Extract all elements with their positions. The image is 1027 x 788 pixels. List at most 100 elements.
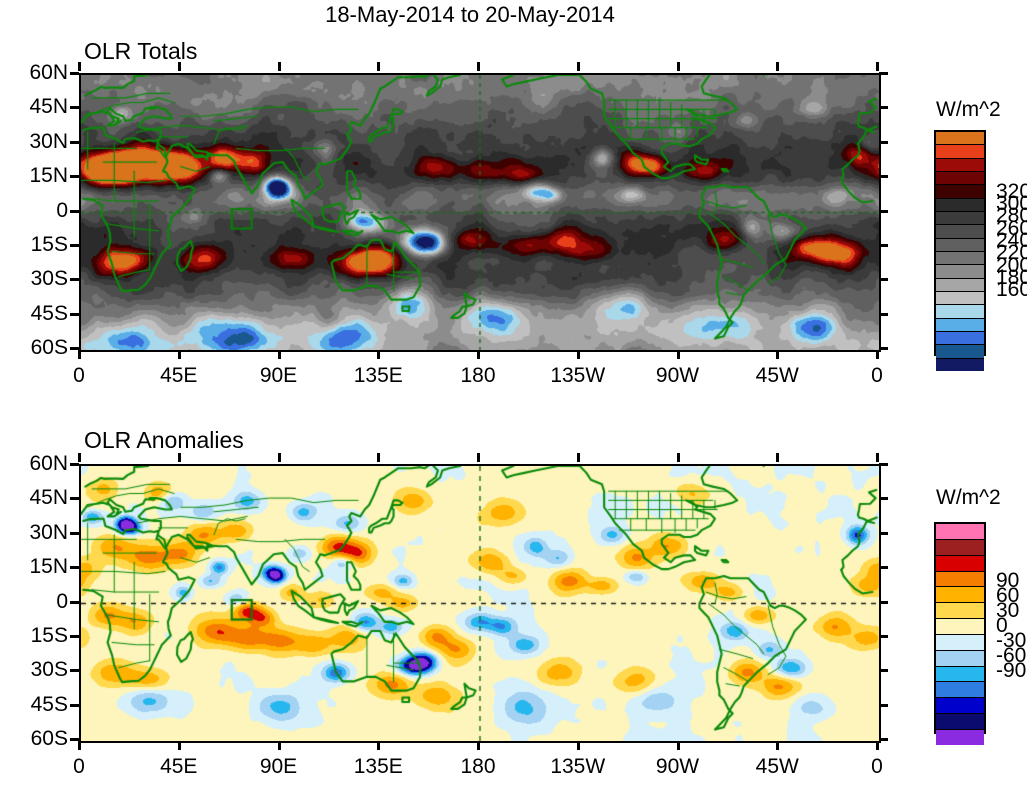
xtick-mark-olr-anomalies-5 bbox=[576, 741, 580, 750]
ytick-label-olr-anomalies-7: 45S bbox=[30, 692, 68, 716]
ytick-mark-olr-totals-3 bbox=[70, 175, 79, 179]
xtick-mark-top-olr-anomalies-2 bbox=[277, 453, 281, 462]
ytick-mark-right-olr-anomalies-1 bbox=[879, 497, 888, 501]
xtick-label-olr-anomalies-3: 135E bbox=[353, 755, 403, 778]
xtick-label-olr-anomalies-7: 45W bbox=[755, 755, 799, 778]
ytick-label-olr-anomalies-6: 30S bbox=[30, 658, 68, 682]
ytick-mark-right-olr-totals-0 bbox=[879, 72, 888, 75]
ytick-mark-right-olr-totals-6 bbox=[879, 278, 888, 282]
colorbar-band-olr-anomalies-8 bbox=[936, 649, 984, 666]
xtick-mark-olr-anomalies-7 bbox=[776, 741, 780, 750]
colorbar-unit-olr-totals: W/m^2 bbox=[936, 98, 1001, 121]
ytick-mark-right-olr-anomalies-2 bbox=[879, 531, 888, 535]
colorbar-label-olr-totals-7: 180 bbox=[996, 266, 1027, 289]
ytick-mark-right-olr-totals-1 bbox=[879, 106, 888, 110]
xtick-mark-olr-totals-6 bbox=[676, 350, 680, 359]
map-canvas-olr-anomalies bbox=[81, 466, 879, 741]
xtick-mark-olr-totals-8 bbox=[876, 350, 879, 359]
colorbar-label-olr-anomalies-5: -60 bbox=[996, 643, 1027, 667]
xtick-mark-top-olr-totals-7 bbox=[776, 62, 780, 71]
xtick-label-olr-totals-8: 0 bbox=[871, 364, 883, 387]
ytick-label-olr-totals-6: 30S bbox=[30, 267, 68, 291]
xtick-label-olr-anomalies-4: 180 bbox=[460, 755, 496, 778]
ytick-mark-right-olr-anomalies-5 bbox=[879, 634, 888, 638]
xtick-mark-top-olr-totals-1 bbox=[177, 62, 181, 71]
ytick-mark-right-olr-totals-7 bbox=[879, 312, 888, 316]
xtick-label-olr-anomalies-0: 0 bbox=[73, 755, 85, 778]
ytick-label-olr-anomalies-5: 15S bbox=[30, 623, 68, 647]
xtick-label-olr-totals-5: 135W bbox=[550, 364, 606, 387]
xtick-mark-top-olr-totals-0 bbox=[78, 62, 81, 71]
ytick-label-olr-anomalies-8: 60S bbox=[30, 727, 68, 750]
colorbar-band-olr-anomalies-10 bbox=[936, 681, 984, 698]
colorbar-band-olr-totals-17 bbox=[936, 357, 984, 371]
ytick-mark-right-olr-anomalies-0 bbox=[879, 463, 888, 466]
ytick-label-olr-anomalies-4: 0 bbox=[56, 589, 68, 613]
colorbar-label-olr-totals-2: 280 bbox=[996, 204, 1027, 228]
map-olr-anomalies[interactable] bbox=[79, 464, 881, 743]
colorbar-label-olr-totals-6: 200 bbox=[996, 253, 1027, 277]
colorbar-band-olr-totals-15 bbox=[936, 330, 984, 345]
panel-title-olr-totals: OLR Totals bbox=[84, 38, 198, 64]
ytick-label-olr-totals-7: 45S bbox=[30, 301, 68, 325]
colorbar-band-olr-totals-11 bbox=[936, 277, 984, 291]
xtick-mark-top-olr-anomalies-0 bbox=[78, 453, 81, 462]
xtick-mark-top-olr-anomalies-5 bbox=[576, 453, 580, 462]
colorbar-band-olr-totals-12 bbox=[936, 290, 984, 305]
ytick-label-olr-totals-1: 45N bbox=[29, 95, 68, 119]
colorbar-label-olr-anomalies-1: 60 bbox=[996, 584, 1020, 608]
colorbar-band-olr-totals-16 bbox=[936, 344, 984, 358]
colorbar-label-olr-totals-0: 320 bbox=[996, 179, 1027, 203]
ytick-mark-right-olr-totals-4 bbox=[879, 209, 888, 213]
ytick-mark-olr-anomalies-8 bbox=[70, 738, 79, 741]
xtick-mark-olr-anomalies-6 bbox=[676, 741, 680, 750]
xtick-label-olr-anomalies-6: 90W bbox=[655, 755, 700, 778]
ytick-mark-right-olr-totals-3 bbox=[879, 175, 888, 179]
xtick-label-olr-anomalies-1: 45E bbox=[160, 755, 198, 778]
colorbar-band-olr-totals-10 bbox=[936, 264, 984, 278]
xtick-mark-top-olr-totals-4 bbox=[477, 62, 480, 71]
colorbar-band-olr-anomalies-11 bbox=[936, 697, 984, 714]
colorbar-label-olr-anomalies-2: 30 bbox=[996, 599, 1020, 623]
colorbar-label-olr-totals-1: 300 bbox=[996, 192, 1027, 215]
xtick-mark-olr-totals-0 bbox=[78, 350, 81, 359]
ytick-mark-olr-totals-5 bbox=[70, 243, 79, 247]
colorbar-band-olr-anomalies-0 bbox=[936, 524, 984, 539]
colorbar-unit-olr-anomalies: W/m^2 bbox=[936, 486, 1001, 509]
ytick-label-olr-totals-2: 30N bbox=[29, 129, 68, 153]
colorbar-band-olr-anomalies-4 bbox=[936, 586, 984, 603]
colorbar-band-olr-anomalies-1 bbox=[936, 538, 984, 555]
colorbar-band-olr-anomalies-9 bbox=[936, 665, 984, 682]
ytick-mark-olr-anomalies-6 bbox=[70, 669, 79, 673]
xtick-mark-olr-anomalies-4 bbox=[477, 741, 480, 750]
ytick-label-olr-anomalies-0: 60N bbox=[29, 452, 68, 475]
page-title: 18-May-2014 to 20-May-2014 bbox=[325, 2, 615, 27]
xtick-label-olr-totals-3: 135E bbox=[353, 364, 403, 387]
ytick-label-olr-anomalies-1: 45N bbox=[29, 486, 68, 510]
colorbar-band-olr-anomalies-5 bbox=[936, 602, 984, 619]
ytick-mark-olr-anomalies-2 bbox=[70, 531, 79, 535]
colorbar-label-olr-totals-4: 240 bbox=[996, 229, 1027, 252]
colorbar-band-olr-totals-3 bbox=[936, 170, 984, 185]
xtick-mark-olr-anomalies-3 bbox=[377, 741, 381, 750]
colorbar-band-olr-totals-7 bbox=[936, 224, 984, 238]
colorbar-label-olr-anomalies-3: 0 bbox=[996, 614, 1008, 637]
xtick-label-olr-totals-6: 90W bbox=[655, 364, 700, 387]
xtick-mark-top-olr-anomalies-1 bbox=[177, 453, 181, 462]
ytick-label-olr-anomalies-2: 30N bbox=[29, 520, 68, 544]
ytick-mark-olr-anomalies-4 bbox=[70, 600, 79, 604]
ytick-mark-right-olr-anomalies-4 bbox=[879, 600, 888, 604]
colorbar-band-olr-totals-8 bbox=[936, 237, 984, 251]
xtick-mark-olr-totals-2 bbox=[277, 350, 281, 359]
ytick-mark-right-olr-anomalies-8 bbox=[879, 738, 888, 741]
ytick-mark-right-olr-totals-5 bbox=[879, 243, 888, 247]
map-olr-totals[interactable] bbox=[79, 73, 881, 352]
colorbar-band-olr-totals-14 bbox=[936, 317, 984, 331]
ytick-mark-right-olr-anomalies-7 bbox=[879, 703, 888, 707]
ytick-mark-olr-totals-8 bbox=[70, 347, 79, 350]
ytick-mark-olr-totals-6 bbox=[70, 278, 79, 282]
colorbar-band-olr-anomalies-3 bbox=[936, 570, 984, 587]
xtick-mark-top-olr-anomalies-8 bbox=[876, 453, 879, 462]
colorbar-band-olr-totals-9 bbox=[936, 250, 984, 265]
xtick-mark-top-olr-anomalies-4 bbox=[477, 453, 480, 462]
